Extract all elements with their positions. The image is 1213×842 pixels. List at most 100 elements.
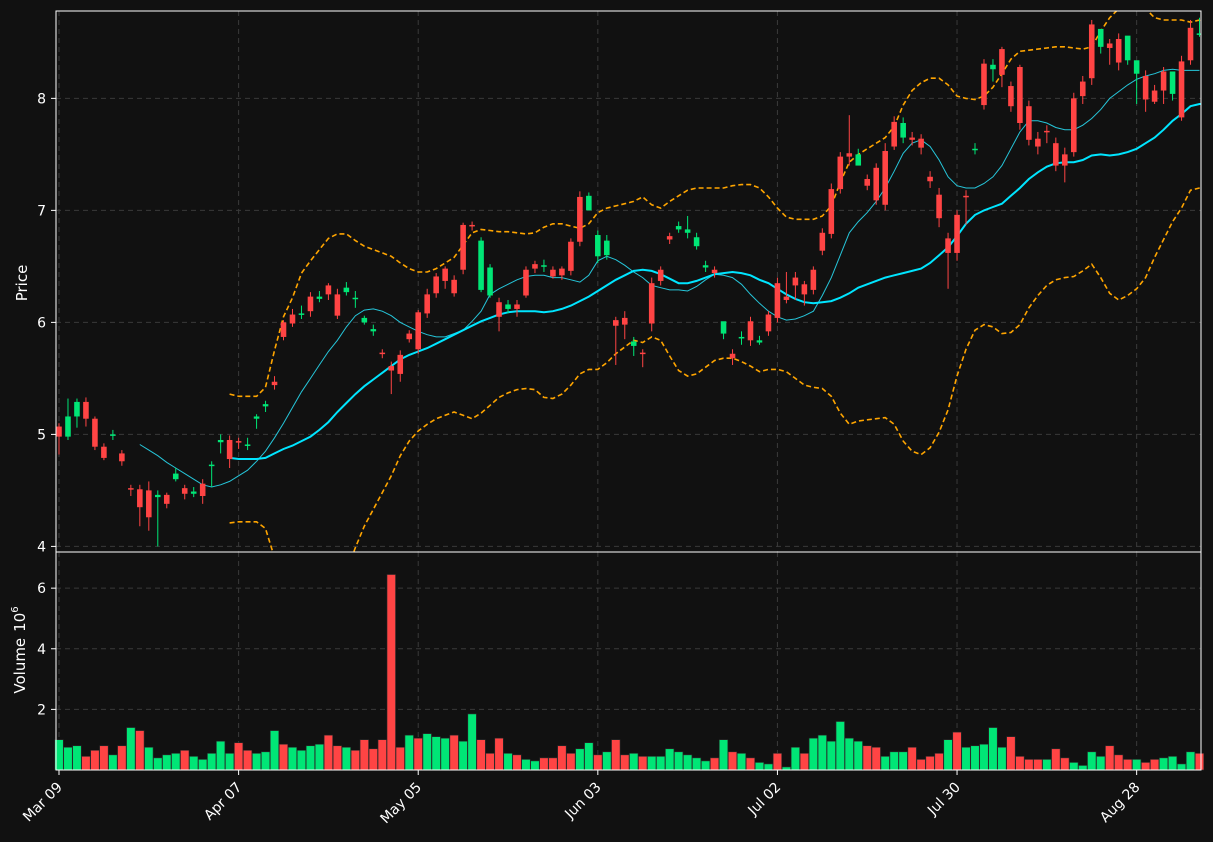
candle-body [639,352,646,355]
candle-body [244,444,251,446]
candle-body [226,439,233,460]
volume-bar [431,736,441,771]
volume-bar [934,753,944,771]
volume-bar [1078,765,1088,771]
candle-body [621,317,628,325]
candle-body [819,232,826,251]
volume-bar [503,753,513,771]
volume-bar [638,756,648,771]
volume-bar [99,745,109,771]
candle-body [541,265,547,267]
candle-body [684,229,691,233]
candle-body [595,235,601,257]
candle-body [334,294,341,316]
candle-body [271,381,278,386]
volume-bar [548,757,558,771]
volume-bar [808,737,818,771]
candle-body [550,269,556,277]
volume-bar [1168,756,1178,771]
candle-body [415,312,421,350]
candle-body [92,418,98,447]
candle-body [199,483,206,496]
volume-bar [314,743,324,771]
candle-body [352,297,359,300]
volume-bar [449,734,459,771]
candle-body [1026,106,1032,140]
price-y-axis: 4 5 6 7 8 [37,91,56,555]
candle-body [487,267,493,296]
candle-body [1106,43,1113,48]
candle-body [855,154,862,166]
volume-bar [727,751,738,771]
candle-body [1079,81,1086,97]
volume-bar [763,763,774,771]
candle-body [648,283,655,324]
volume-bar [997,746,1007,771]
candle-body [900,123,906,138]
candle-body [397,354,404,374]
moving-averages [139,68,1201,488]
candle-body [469,224,475,227]
candle-body [307,296,314,312]
volume-bar [853,740,863,771]
volume-bar [63,746,73,771]
candle-body [1187,27,1194,61]
candle-body [801,284,808,295]
candle-body [792,277,799,286]
candle-body [765,314,772,332]
candle-body [729,353,736,359]
candle-body [361,317,368,323]
volume-axis-label: Volume 106 [10,606,29,693]
candle-body [945,238,951,253]
volume-bar [1159,757,1169,771]
volume-bar [323,734,333,771]
volume-bar [278,743,289,771]
candle-body [119,453,125,462]
volume-bar [1051,748,1061,771]
volume-panel-frame [55,551,1202,771]
candle-body [657,269,664,281]
volume-bar [943,739,953,771]
candle-body [972,148,978,151]
candle-body [711,269,718,274]
candle-body [1071,98,1077,153]
volume-bar [135,730,145,771]
candle-body [451,279,457,294]
volume-bar [790,746,800,771]
candle-body [1035,138,1041,147]
volume-bar [296,749,307,771]
volume-bar [512,754,522,771]
candle-body [289,314,296,324]
volume-bar [341,746,351,771]
volume-bar [207,753,217,771]
candle-body [720,321,727,334]
candle-body [738,336,745,339]
candle-body [747,321,754,341]
candle-body [1017,67,1023,124]
candle-body [954,214,960,253]
volume-bar [539,757,549,771]
volume-bar [1006,736,1016,771]
volume-bar [1185,751,1196,771]
candle-body [235,441,242,443]
volume-bar [1150,759,1160,771]
candle-body [137,489,143,508]
volume-bar [1105,745,1115,771]
volume-bar [171,753,181,771]
candle-body [963,195,969,198]
volume-bar [252,753,262,771]
candle-body [1133,60,1140,74]
candle-body [873,167,879,201]
volume-bar [772,753,782,771]
candle-body [666,236,673,240]
candle-body [370,329,377,332]
volume-bar [395,746,405,771]
candle-body [325,285,332,295]
candle-body [675,226,682,230]
volume-bar [476,739,486,771]
volume-bar [593,754,603,771]
candle-body [253,416,260,419]
candle-body [163,494,170,504]
candle-body [128,488,134,490]
candle-body [810,269,817,290]
